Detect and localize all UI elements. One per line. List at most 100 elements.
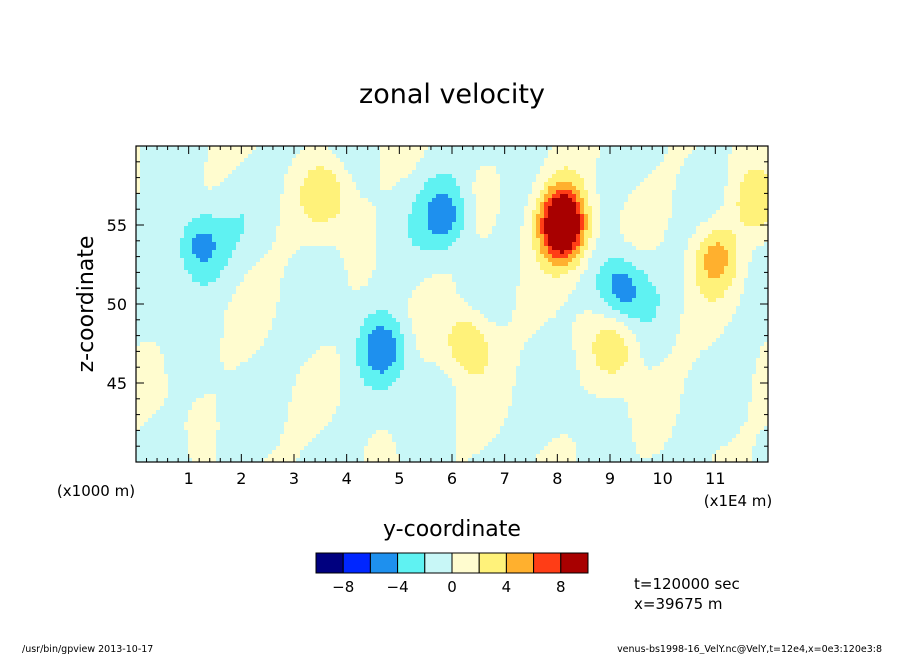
contour-cell	[444, 230, 449, 235]
contour-cell	[540, 158, 545, 163]
contour-cell	[156, 154, 161, 159]
contour-cell	[708, 226, 713, 231]
contour-cell	[392, 222, 397, 227]
contour-cell	[276, 186, 281, 191]
contour-cell	[320, 222, 325, 227]
contour-cell	[172, 146, 177, 151]
contour-cell	[148, 266, 153, 271]
contour-cell	[216, 162, 221, 167]
contour-cell	[428, 182, 433, 187]
contour-cell	[332, 154, 337, 159]
contour-cell	[592, 258, 597, 263]
contour-cell	[756, 226, 761, 231]
contour-cell	[456, 270, 461, 275]
contour-cell	[524, 186, 529, 191]
contour-cell	[292, 178, 297, 183]
contour-cell	[412, 162, 417, 167]
contour-cell	[572, 254, 577, 259]
contour-cell	[504, 226, 509, 231]
contour-cell	[484, 154, 489, 159]
contour-cell	[228, 230, 233, 235]
contour-cell	[268, 194, 273, 199]
contour-cell	[248, 206, 253, 211]
contour-cell	[268, 182, 273, 187]
contour-cell	[428, 174, 433, 179]
contour-cell	[268, 238, 273, 243]
contour-cell	[632, 262, 637, 267]
contour-cell	[576, 186, 581, 191]
contour-cell	[284, 178, 289, 183]
contour-cell	[360, 258, 365, 263]
contour-cell	[264, 250, 269, 255]
contour-cell	[480, 238, 485, 243]
contour-cell	[152, 238, 157, 243]
contour-cell	[152, 150, 157, 155]
contour-cell	[652, 150, 657, 155]
contour-cell	[376, 174, 381, 179]
contour-cell	[192, 202, 197, 207]
contour-cell	[644, 214, 649, 219]
contour-cell	[568, 234, 573, 239]
contour-cell	[560, 234, 565, 239]
contour-cell	[384, 174, 389, 179]
contour-cell	[756, 262, 761, 267]
contour-cell	[740, 242, 745, 247]
contour-cell	[576, 158, 581, 163]
contour-cell	[344, 258, 349, 263]
contour-cell	[164, 258, 169, 263]
contour-cell	[568, 246, 573, 251]
contour-cell	[556, 150, 561, 155]
contour-cell	[172, 198, 177, 203]
contour-cell	[628, 154, 633, 159]
contour-cell	[384, 270, 389, 275]
contour-cell	[204, 162, 209, 167]
contour-cell	[144, 194, 149, 199]
contour-cell	[752, 170, 757, 175]
contour-cell	[332, 270, 337, 275]
contour-cell	[568, 166, 573, 171]
contour-cell	[744, 174, 749, 179]
contour-cell	[496, 190, 501, 195]
contour-cell	[416, 262, 421, 267]
contour-cell	[592, 174, 597, 179]
contour-cell	[636, 146, 641, 151]
contour-cell	[416, 222, 421, 227]
contour-cell	[188, 214, 193, 219]
contour-cell	[444, 226, 449, 231]
contour-cell	[552, 190, 557, 195]
contour-cell	[328, 182, 333, 187]
contour-cell	[720, 210, 725, 215]
contour-cell	[624, 182, 629, 187]
contour-cell	[364, 246, 369, 251]
contour-cell	[728, 242, 733, 247]
contour-cell	[268, 262, 273, 267]
contour-cell	[480, 194, 485, 199]
contour-cell	[648, 222, 653, 227]
contour-cell	[312, 226, 317, 231]
contour-cell	[256, 234, 261, 239]
contour-cell	[212, 222, 217, 227]
contour-cell	[516, 158, 521, 163]
contour-cell	[668, 194, 673, 199]
contour-cell	[636, 262, 641, 267]
contour-cell	[556, 210, 561, 215]
contour-cell	[388, 214, 393, 219]
contour-cell	[560, 190, 565, 195]
contour-cell	[264, 190, 269, 195]
contour-cell	[240, 258, 245, 263]
contour-cell	[444, 182, 449, 187]
contour-cell	[540, 258, 545, 263]
contour-cell	[760, 238, 765, 243]
contour-cell	[384, 218, 389, 223]
contour-cell	[716, 238, 721, 243]
contour-cell	[236, 162, 241, 167]
contour-cell	[444, 242, 449, 247]
contour-cell	[536, 222, 541, 227]
contour-cell	[716, 226, 721, 231]
contour-cell	[580, 174, 585, 179]
contour-cell	[692, 198, 697, 203]
contour-cell	[176, 198, 181, 203]
contour-cell	[500, 186, 505, 191]
contour-cell	[564, 258, 569, 263]
contour-cell	[276, 270, 281, 275]
